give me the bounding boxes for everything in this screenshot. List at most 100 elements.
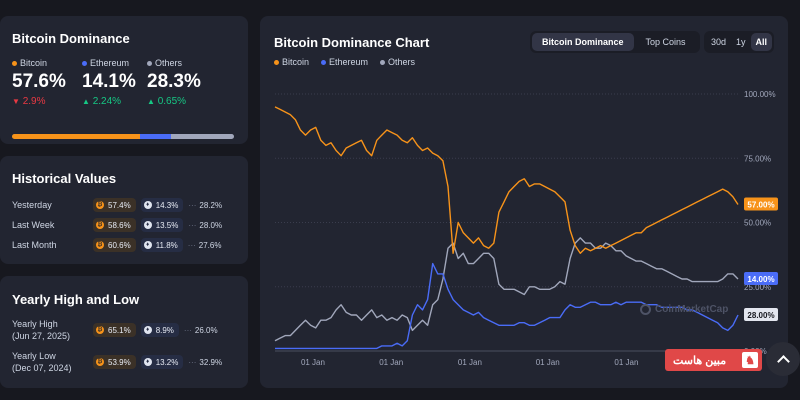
dominance-bar-ethereum [139,134,172,139]
range-1y[interactable]: 1y [736,37,746,47]
btc-value: 60.6% [108,240,131,250]
bitcoin-icon: ₿ [96,201,104,209]
historical-row-yesterday: Yesterday ₿ 57.4% ♦ 14.3% ··· 28.2% [12,197,238,213]
ethereum-change: 2.24% [92,96,122,107]
x-tick-label: 01 Jan [614,358,638,367]
series-line-ethereum [275,262,739,350]
eth-pill: ♦ 13.2% [140,355,184,369]
bitcoin-icon: ₿ [96,326,104,334]
eth-value: 11.8% [155,240,178,250]
x-tick-label: 01 Jan [301,358,325,367]
historical-row-last-month: Last Month ₿ 60.6% ♦ 11.8% ··· 27.6% [12,237,238,253]
ethereum-dot [82,61,87,67]
bitcoin-value: 57.6% [12,71,66,92]
eth-value: 14.3% [155,200,179,210]
yearly-card: Yearly High and Low Yearly High (Jun 27,… [0,276,248,388]
x-tick-label: 01 Jan [536,358,560,367]
ethereum-label: Ethereum [90,58,130,68]
tab-top-coins[interactable]: Top Coins [645,37,686,47]
others-value: 26.0% [194,325,218,335]
y-tick-label: 100.00% [744,90,776,99]
end-value-label: 28.00% [747,311,774,320]
dominance-bar-bitcoin [12,134,140,139]
yearly-row-high: Yearly High (Jun 27, 2025) ₿ 65.1% ♦ 8.9% … [12,317,238,343]
tab-bitcoin-dominance[interactable]: Bitcoin Dominance [532,33,634,51]
others-value: 28.0% [199,220,223,230]
y-tick-label: 25.00% [744,283,771,292]
btc-value: 58.6% [108,220,131,230]
btc-pill: ₿ 58.6% [93,218,136,232]
btc-value: 65.1% [108,325,131,335]
chart-card: Bitcoin Dominance Chart Bitcoin Ethereum… [260,16,788,388]
caret-up-icon: ▲ [147,97,155,106]
btc-pill: ₿ 53.9% [93,355,136,369]
eth-pill: ♦ 8.9% [140,323,179,337]
chart-tab-group: Bitcoin Dominance Top Coins [530,31,700,53]
range-all[interactable]: All [750,33,773,51]
bitcoin-icon: ₿ [96,358,104,366]
chevron-up-icon [776,354,790,368]
series-line-others [274,237,739,342]
btc-pill: ₿ 65.1% [93,323,136,337]
historical-title: Historical Values [12,171,117,186]
others-value: 27.6% [198,240,222,250]
end-value-badge [744,308,778,322]
chart-title: Bitcoin Dominance Chart [274,35,430,50]
yearly-row-label: Yearly High [12,319,58,329]
legend-label: Bitcoin [282,57,310,67]
legend-ethereum[interactable]: Ethereum [321,57,368,67]
others-value: 32.9% [199,357,223,367]
historical-row-label: Last Week [12,220,55,230]
ethereum-icon: ♦ [143,326,152,334]
x-tick-label: 01 Jan [379,358,403,367]
bitcoin-label: Bitcoin [20,58,48,68]
legend-bitcoin[interactable]: Bitcoin [274,57,309,67]
btc-value: 53.9% [108,357,131,367]
eth-value: 13.2% [155,357,179,367]
dominance-card: Bitcoin Dominance Bitcoin 57.6% ▼ 2.9% E… [0,16,248,144]
legend-dot [321,60,327,66]
end-value-badge [744,197,778,211]
historical-row-label: Yesterday [12,200,52,210]
brand-logo-icon: ♞ [742,352,758,368]
dominance-bar-others [171,134,234,139]
dominance-item-bitcoin: Bitcoin 57.6% ▼ 2.9% [12,58,66,107]
caret-down-icon: ▼ [12,97,20,106]
others-icon: ··· [187,240,196,250]
ethereum-icon: ♦ [143,201,152,209]
historical-row-last-week: Last Week ₿ 58.6% ♦ 13.5% ··· 28.0% [12,217,238,233]
ethereum-icon: ♦ [143,241,152,249]
others-change: 0.65% [157,96,187,107]
eth-pill: ♦ 13.5% [140,218,184,232]
dominance-title: Bitcoin Dominance [12,31,130,46]
others-value: 28.2% [199,200,223,210]
others-dot [147,61,152,67]
legend-dot [274,60,279,66]
ethereum-icon: ♦ [143,358,152,366]
legend-label: Ethereum [329,57,369,67]
range-30d[interactable]: 30d [711,37,727,47]
bitcoin-icon: ₿ [96,221,104,229]
coinmarketcap-logo-icon [640,304,651,315]
y-tick-label: 75.00% [744,154,771,163]
end-value-label: 14.00% [747,275,774,284]
ethereum-value: 14.1% [82,71,136,92]
series-line-bitcoin [274,106,739,255]
chart-legend: Bitcoin Ethereum Others [274,57,415,67]
eth-value: 13.5% [155,220,179,230]
end-value-badge [744,272,778,286]
legend-others[interactable]: Others [380,57,415,67]
eth-pill: ♦ 11.8% [140,238,183,252]
others-icon: ··· [188,220,197,230]
yearly-row-low: Yearly Low (Dec 07, 2024) ₿ 53.9% ♦ 13.2% … [12,349,238,375]
others-icon: ··· [188,357,197,367]
others-icon: ··· [183,325,192,335]
yearly-row-date: (Dec 07, 2024) [12,363,72,373]
range-group: 30d 1y All [704,31,775,53]
scroll-up-button[interactable] [766,342,800,376]
yearly-row-date: (Jun 27, 2025) [12,331,71,341]
dominance-bar [12,134,234,139]
brand-badge[interactable]: مبین هاست ♞ [665,349,762,371]
bitcoin-icon: ₿ [96,241,104,249]
